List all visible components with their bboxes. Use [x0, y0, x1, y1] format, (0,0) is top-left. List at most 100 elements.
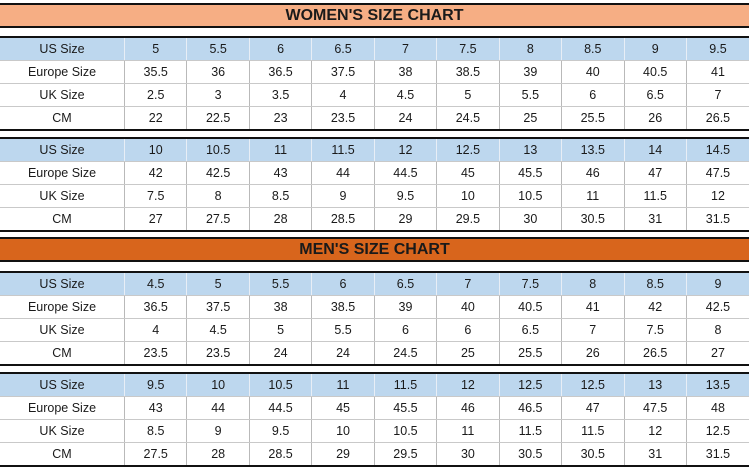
- size-cell: 23.5: [311, 106, 375, 130]
- size-row: CM 27.5 28 28.5 29 29.5 30 30.5 30.5 31 31.5: [0, 442, 749, 466]
- size-row: US Size 10 10.5 11 11.5 12 12.5 13 13.5 14 14.5: [0, 138, 749, 162]
- size-row: US Size 5 5.5 6 6.5 7 7.5 8 8.5 9 9.5: [0, 37, 749, 61]
- size-cell: 6.5: [498, 318, 562, 342]
- size-cell: 31: [623, 442, 687, 466]
- size-cell: 11.5: [623, 184, 687, 208]
- size-cell: 23.5: [123, 341, 187, 365]
- size-cell: 30.5: [498, 442, 562, 466]
- size-cell: 5.5: [311, 318, 375, 342]
- size-cell: 11.5: [561, 419, 624, 443]
- size-cell: 10: [436, 184, 500, 208]
- size-cell: 27: [685, 341, 749, 365]
- size-cell: 43: [248, 161, 312, 185]
- size-cell: 48: [685, 396, 749, 420]
- size-cell: 5.5: [248, 272, 312, 296]
- size-cell: 6.5: [373, 272, 437, 296]
- size-cell: 9: [623, 37, 687, 61]
- size-cell: 6.5: [623, 83, 687, 107]
- row-label: CM: [52, 346, 72, 360]
- size-cell: 5: [248, 318, 312, 342]
- size-cell: 38.5: [436, 60, 500, 84]
- size-cell: 30.5: [561, 207, 624, 231]
- size-cell: 27.5: [186, 207, 250, 231]
- size-cell: 11.5: [311, 138, 375, 162]
- size-cell: 41: [561, 295, 624, 319]
- size-cell: 5.5: [498, 83, 562, 107]
- size-cell: 39: [373, 295, 437, 319]
- size-cell: 25: [436, 341, 500, 365]
- men-size-table-2: US Size 9.5 10 10.5 11 11.5 12 12.5 12.5 13 13.5 Eu…: [0, 372, 749, 467]
- size-cell: 25.5: [561, 106, 624, 130]
- size-cell: 25: [498, 106, 562, 130]
- size-cell: 38: [248, 295, 312, 319]
- size-row: Europe Size 36.5 37.5 38 38.5 39 40 40.5 41 42 42.…: [0, 295, 749, 319]
- size-cell: 31.5: [685, 207, 749, 231]
- size-cell: 24: [373, 106, 437, 130]
- size-cell: 9.5: [123, 373, 187, 397]
- size-cell: 36.5: [123, 295, 187, 319]
- size-cell: 6: [561, 83, 624, 107]
- size-cell: 8: [685, 318, 749, 342]
- size-cell: 40.5: [623, 60, 687, 84]
- size-cell: 8.5: [561, 37, 624, 61]
- size-cell: 14.5: [685, 138, 749, 162]
- size-cell: 47.5: [623, 396, 687, 420]
- size-row: Europe Size 43 44 44.5 45 45.5 46 46.5 47 47.5 48: [0, 396, 749, 420]
- size-cell: 47: [623, 161, 687, 185]
- row-label: CM: [52, 447, 72, 461]
- size-cell: 7: [561, 318, 624, 342]
- row-label: Europe Size: [0, 161, 125, 185]
- size-cell: 11.5: [373, 373, 437, 397]
- size-row: CM 22 22.5 23 23.5 24 24.5 25 25.5 26 26.5: [0, 106, 749, 130]
- size-row: US Size 4.5 5 5.5 6 6.5 7 7.5 8 8.5 9: [0, 272, 749, 296]
- size-cell: 8: [186, 184, 250, 208]
- size-cell: 29: [311, 442, 375, 466]
- size-cell: 42: [123, 161, 187, 185]
- size-cell: 30: [436, 442, 500, 466]
- row-label: CM: [52, 212, 72, 226]
- size-cell: 45: [311, 396, 375, 420]
- size-cell: 28.5: [311, 207, 375, 231]
- size-cell: 10: [311, 419, 375, 443]
- size-cell: 36.5: [248, 60, 312, 84]
- size-row: Europe Size 42 42.5 43 44 44.5 45 45.5 46 47 47.5: [0, 161, 749, 185]
- size-cell: 4.5: [373, 83, 437, 107]
- size-cell: 6.5: [311, 37, 375, 61]
- size-cell: 13: [623, 373, 687, 397]
- size-cell: 5: [123, 37, 187, 61]
- size-cell: 4.5: [123, 272, 187, 296]
- size-cell: 4: [123, 318, 187, 342]
- size-cell: 11.5: [498, 419, 562, 443]
- row-label: Europe Size: [0, 396, 125, 420]
- size-cell: 46.5: [498, 396, 562, 420]
- size-cell: 24.5: [436, 106, 500, 130]
- size-cell: 25.5: [498, 341, 562, 365]
- size-cell: 9: [186, 419, 250, 443]
- size-cell: 46: [561, 161, 624, 185]
- size-cell: 29: [373, 207, 437, 231]
- size-cell: 35.5: [123, 60, 187, 84]
- size-cell: 9: [685, 272, 749, 296]
- size-cell: 8: [561, 272, 624, 296]
- size-cell: 12.5: [498, 373, 562, 397]
- size-cell: 43: [123, 396, 187, 420]
- size-cell: 7.5: [436, 37, 500, 61]
- size-cell: 3.5: [248, 83, 312, 107]
- row-label: UK Size: [0, 83, 125, 107]
- size-cell: 45: [436, 161, 500, 185]
- size-cell: 26.5: [685, 106, 749, 130]
- size-cell: 23: [248, 106, 312, 130]
- size-cell: 42.5: [685, 295, 749, 319]
- size-cell: 24: [248, 341, 312, 365]
- size-cell: 12.5: [436, 138, 500, 162]
- size-cell: 6: [248, 37, 312, 61]
- row-label: UK Size: [0, 318, 125, 342]
- size-row: UK Size 4 4.5 5 5.5 6 6 6.5 7 7.5 8: [0, 318, 749, 342]
- size-cell: 12: [685, 184, 749, 208]
- size-cell: 44.5: [248, 396, 312, 420]
- row-label: US Size: [0, 272, 125, 296]
- size-cell: 10.5: [186, 138, 250, 162]
- size-cell: 22.5: [186, 106, 250, 130]
- size-cell: 26.5: [623, 341, 687, 365]
- size-row: UK Size 7.5 8 8.5 9 9.5 10 10.5 11 11.5 12: [0, 184, 749, 208]
